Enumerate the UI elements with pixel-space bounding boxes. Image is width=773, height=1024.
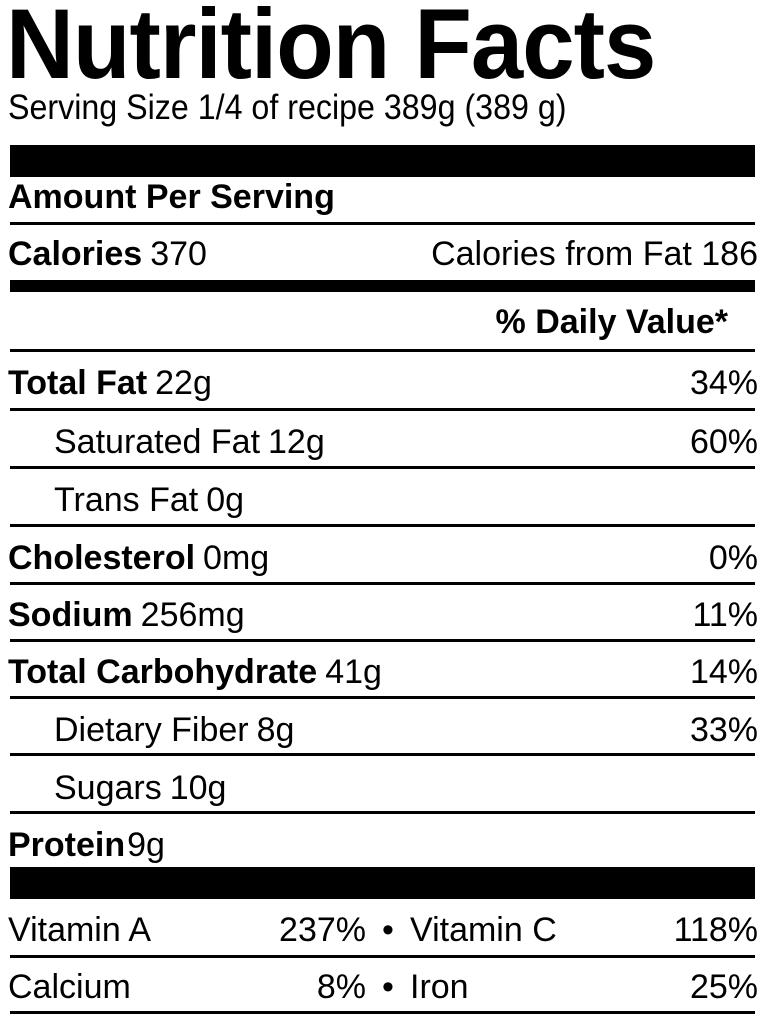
divider: [10, 1011, 755, 1014]
divider: [10, 349, 755, 352]
divider: [10, 524, 755, 527]
amount-per-serving: Amount Per Serving: [8, 177, 335, 216]
medium-divider: [10, 280, 755, 292]
nutrient-row-trans-fat: Trans Fat 0g: [54, 480, 245, 519]
serving-size: Serving Size 1/4 of recipe 389g (389 g): [8, 88, 567, 127]
divider: [10, 408, 755, 411]
calories-label: Calories: [8, 234, 143, 273]
bullet-separator: •: [382, 910, 394, 949]
vitamin-row: Vitamin A 237% • Vitamin C 118%: [8, 910, 758, 949]
nutrient-row-saturated-fat: Saturated Fat 12g 60%: [54, 422, 758, 461]
bullet-separator: •: [382, 967, 394, 1006]
nutrient-row-sugars: Sugars 10g: [54, 768, 227, 807]
thick-divider: [10, 145, 755, 177]
divider: [10, 466, 755, 469]
nutrient-row-protein: Protein 9g: [8, 825, 165, 864]
divider: [10, 639, 755, 642]
nutrient-row-total-carbohydrate: Total Carbohydrate 41g 14%: [8, 652, 758, 691]
divider: [10, 582, 755, 585]
calories-row: Calories 370 Calories from Fat 186: [8, 234, 758, 274]
nutrient-row-total-fat: Total Fat 22g 34%: [8, 363, 758, 402]
divider: [10, 811, 755, 814]
vitamin-row: Calcium 8% • Iron 25%: [8, 967, 758, 1006]
calories-from-fat: Calories from Fat 186: [431, 234, 758, 273]
divider: [10, 696, 755, 699]
divider: [10, 753, 755, 756]
thick-divider: [10, 867, 755, 899]
divider: [10, 222, 755, 225]
daily-value-header: % Daily Value*: [495, 302, 728, 341]
calories-value: 370: [150, 234, 207, 273]
divider: [10, 955, 755, 958]
nutrient-row-dietary-fiber: Dietary Fiber 8g 33%: [54, 710, 758, 749]
nutrient-row-sodium: Sodium 256mg 11%: [8, 595, 758, 634]
nutrient-row-cholesterol: Cholesterol 0mg 0%: [8, 538, 758, 577]
label-title: Nutrition Facts: [6, 0, 656, 99]
